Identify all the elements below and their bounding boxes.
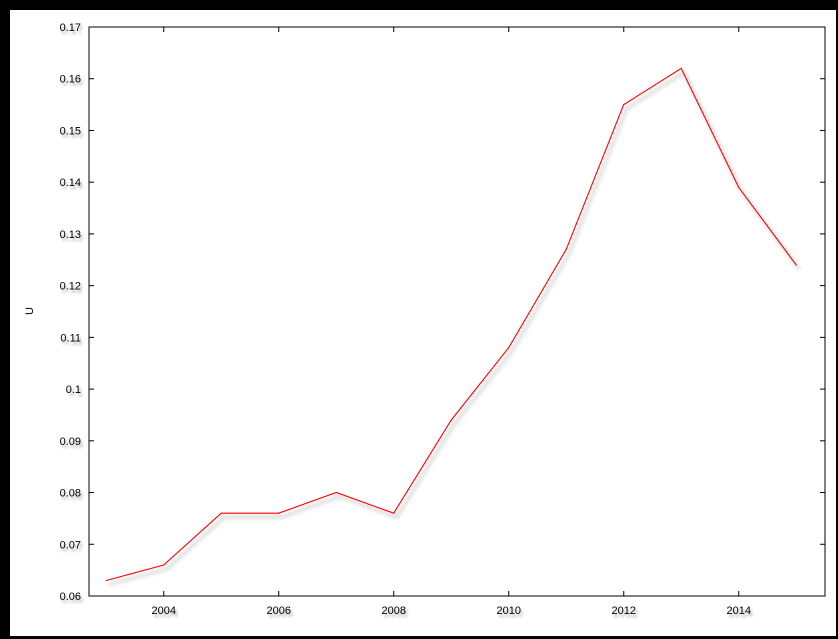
data-point [795, 264, 797, 266]
y-tick-label: 0.11 [60, 332, 81, 344]
x-axis: 2004 2006 2008 2010 2012 2014 [152, 27, 751, 617]
x-tick-label: 2014 [727, 605, 751, 617]
x-tick-label: 2012 [612, 605, 636, 617]
y-axis: 0.06 0.07 0.08 0.09 0.1 0.11 0.12 0.13 0.14 0.15 0… [60, 22, 825, 603]
y-tick-label: 0.09 [60, 436, 81, 448]
data-point [738, 186, 740, 188]
y-tick-label: 0.08 [60, 488, 81, 500]
data-point [450, 419, 452, 421]
y-tick-label: 0.06 [60, 591, 81, 603]
data-point [565, 248, 567, 251]
x-tick-label: 2010 [497, 605, 521, 617]
y-tick-label: 0.15 [60, 125, 81, 137]
data-point [680, 67, 682, 69]
y-tick-label: 0.13 [60, 229, 81, 241]
x-tick-label: 2008 [382, 605, 406, 617]
data-point [105, 579, 107, 582]
data-point [508, 347, 510, 349]
y-tick-label: 0.07 [60, 539, 81, 551]
series-layer [105, 67, 797, 582]
y-tick-label: 0.1 [66, 384, 81, 396]
data-point [393, 512, 395, 514]
x-tick-label: 2006 [267, 605, 291, 617]
line-chart: 0.06 0.07 0.08 0.09 0.1 0.11 0.12 0.13 0.14 0.15 0… [24, 22, 826, 617]
data-point [335, 491, 337, 494]
y-tick-label: 0.16 [60, 74, 81, 86]
y-tick-label: 0.12 [60, 281, 81, 293]
data-point [220, 512, 222, 514]
y-axis-label: U [24, 307, 36, 315]
y-tick-label: 0.14 [60, 177, 81, 189]
data-point [278, 512, 280, 514]
y-tick-label: 0.17 [60, 22, 81, 34]
x-tick-label: 2004 [152, 605, 176, 617]
chart-frame: 0.06 0.07 0.08 0.09 0.1 0.11 0.12 0.13 0.14 0.15 0… [10, 10, 836, 636]
data-point [163, 564, 165, 566]
plot-area [88, 26, 826, 597]
data-point [623, 103, 625, 106]
